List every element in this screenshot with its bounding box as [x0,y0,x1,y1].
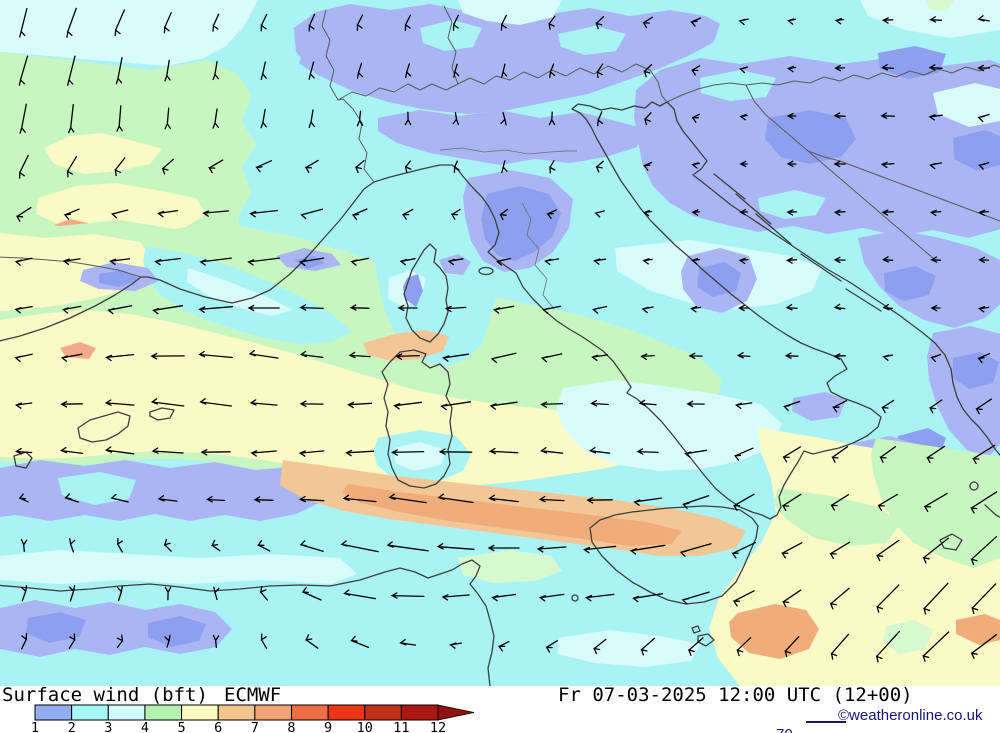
colorbar-cells [34,704,439,721]
svg-text:6: 6 [214,720,222,733]
clipped-bottom-text: 70 [776,726,793,733]
wind-speed-colorbar: 1 2 3 4 5 6 7 8 9 10 11 12 [31,704,475,733]
coastlines [0,101,1000,686]
svg-text:7: 7 [251,720,259,733]
svg-text:1: 1 [31,720,39,733]
colorbar-arrowhead [437,704,475,721]
svg-text:5: 5 [177,720,185,733]
copyright-link[interactable]: ©weatheronline.co.uk [838,707,983,724]
wind-arrows [14,7,998,663]
wind-speed-field [0,0,1000,686]
country-borders [0,5,1000,310]
map-canvas[interactable] [0,0,1000,686]
svg-text:2: 2 [68,720,76,733]
colorbar-tick-labels: 1 2 3 4 5 6 7 8 9 10 11 12 [31,720,446,733]
svg-text:8: 8 [287,720,295,733]
legend-title: Surface wind (bft) [2,684,208,706]
forecast-timestamp: Fr 07-03-2025 12:00 UTC (12+00) [558,684,913,706]
model-label: ECMWF [224,684,282,706]
svg-text:9: 9 [324,720,332,733]
svg-text:12: 12 [430,720,446,733]
svg-text:3: 3 [104,720,112,733]
svg-text:10: 10 [357,720,373,733]
svg-text:4: 4 [141,720,149,733]
svg-text:11: 11 [393,720,409,733]
copyright-underline [806,721,846,723]
